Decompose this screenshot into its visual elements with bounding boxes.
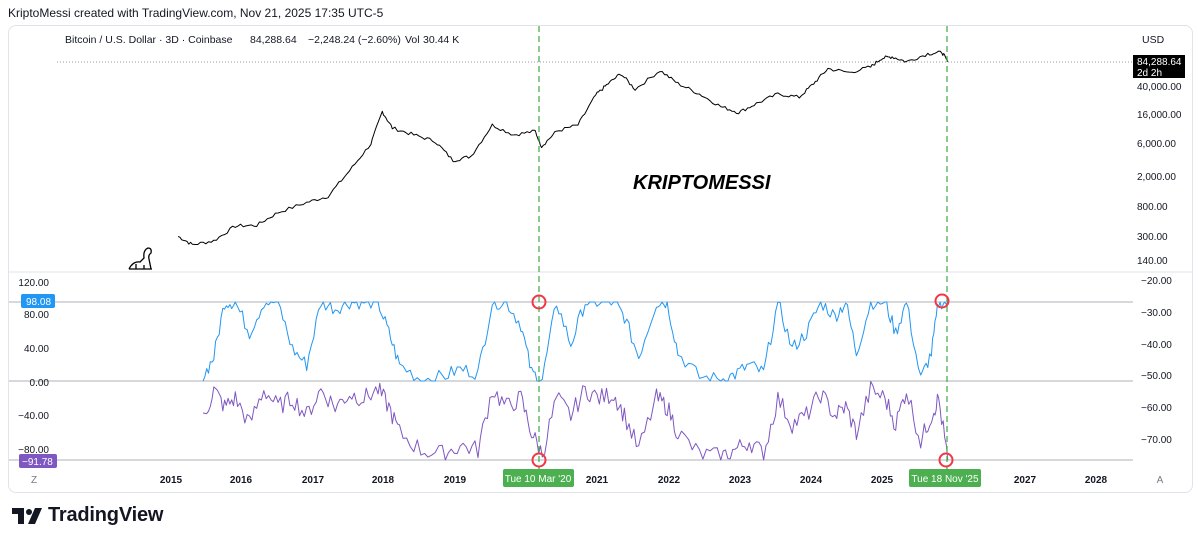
- highlight-circle-top-2: [934, 293, 950, 309]
- tradingview-wordmark: TradingView: [48, 504, 164, 526]
- time-marker-1-bg: [503, 469, 574, 487]
- osc-right-tick: −30.00: [1141, 308, 1172, 319]
- tradingview-logo-icon: [12, 507, 42, 524]
- tradingview-chart[interactable]: Bitcoin / U.S. Dollar · 3D · Coinbase 84…: [9, 26, 1192, 492]
- price-tick: 2,000.00: [1137, 172, 1176, 183]
- highlight-circle-top-1: [531, 294, 547, 310]
- highlight-circle-bottom-1: [531, 452, 547, 468]
- time-tick: 2019: [444, 475, 467, 486]
- time-marker-2-bg: [909, 469, 981, 487]
- tradingview-brand[interactable]: TradingView: [12, 504, 163, 527]
- price-tick: 800.00: [1137, 202, 1168, 213]
- price-series-line: [177, 50, 949, 245]
- osc-badge-top-bg: [21, 294, 55, 308]
- time-tick: 2022: [658, 475, 681, 486]
- osc-right-tick: −70.00: [1141, 435, 1172, 446]
- auto-scale-button[interactable]: A: [1157, 475, 1164, 486]
- time-tick: 2021: [586, 475, 609, 486]
- bar-countdown: 2d 2h: [1137, 68, 1162, 79]
- oscillator-series-layer: [202, 301, 949, 461]
- oscillator-series-blue: [202, 301, 949, 382]
- legend-change: −2,248.24 (−2.60%): [308, 34, 401, 46]
- chart-frame: Bitcoin / U.S. Dollar · 3D · Coinbase 84…: [8, 25, 1193, 493]
- time-tick: 2025: [871, 475, 894, 486]
- time-tick: 2024: [800, 475, 823, 486]
- osc-left-tick: 120.00: [18, 278, 49, 289]
- price-tick: 300.00: [1137, 232, 1168, 243]
- legend-symbol[interactable]: Bitcoin / U.S. Dollar · 3D · Coinbase: [65, 34, 233, 46]
- osc-badge-bottom: −91.78: [22, 457, 53, 468]
- time-tick: 2023: [729, 475, 752, 486]
- price-tick: 140.00: [1137, 256, 1168, 267]
- legend-volume: 30.44 K: [423, 34, 459, 46]
- time-marker-2: Tue 18 Nov '25: [911, 474, 979, 485]
- price-tick: 40,000.00: [1137, 82, 1182, 93]
- osc-badge-bottom-bg: [19, 454, 57, 468]
- scale-mode-button[interactable]: Z: [31, 475, 37, 486]
- chart-credit: KriptoMessi created with TradingView.com…: [8, 6, 384, 20]
- last-price-label: 84,288.64: [1137, 57, 1182, 68]
- time-tick: 2015: [160, 475, 183, 486]
- highlight-circle-bottom-2: [938, 452, 954, 468]
- price-tick: 16,000.00: [1137, 110, 1182, 121]
- time-tick: 2016: [230, 475, 253, 486]
- osc-right-tick: −20.00: [1141, 276, 1172, 287]
- osc-left-tick: 40.00: [24, 344, 49, 355]
- osc-left-tick: 80.00: [24, 310, 49, 321]
- osc-right-tick: −60.00: [1141, 403, 1172, 414]
- time-tick: 2028: [1085, 475, 1108, 486]
- dino-doodle-icon: [128, 247, 152, 270]
- last-price-label-bg: [1133, 55, 1185, 78]
- time-tick: 2018: [372, 475, 395, 486]
- watermark-text: KRIPTOMESSI: [633, 172, 771, 194]
- osc-right-tick: −40.00: [1141, 340, 1172, 351]
- osc-right-tick: −50.00: [1141, 371, 1172, 382]
- price-axis-currency[interactable]: USD: [1142, 34, 1165, 46]
- osc-left-tick: −40.00: [18, 411, 49, 422]
- time-tick: 2027: [1014, 475, 1037, 486]
- time-tick: 2017: [302, 475, 325, 486]
- price-series-layer: [177, 50, 949, 245]
- osc-badge-top: 98.08: [26, 297, 51, 308]
- oscillator-series-purple: [202, 380, 949, 461]
- legend-price: 84,288.64: [250, 34, 297, 46]
- osc-left-tick: −80.00: [18, 445, 49, 456]
- osc-left-tick: 0.00: [30, 378, 50, 389]
- time-marker-1: Tue 10 Mar '20: [505, 474, 572, 485]
- price-tick: 6,000.00: [1137, 139, 1176, 150]
- legend-volume-label: Vol: [405, 34, 420, 46]
